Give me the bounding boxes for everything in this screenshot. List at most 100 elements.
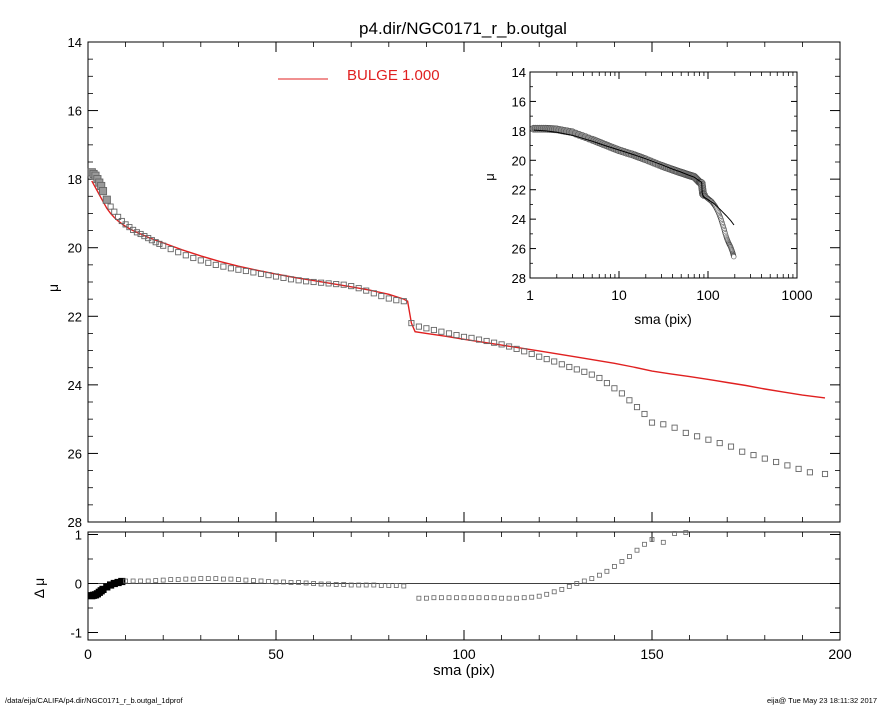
residual-point: [423, 595, 429, 601]
main-y-tick-label: 22: [68, 309, 82, 324]
observed-point: [445, 330, 453, 337]
x-axis-label: sma (pix): [433, 662, 495, 679]
main-y-tick-label: 20: [68, 241, 82, 256]
footer-timestamp: eija@ Tue May 23 18:11:32 2017: [766, 696, 877, 705]
residual-point: [581, 578, 587, 584]
observed-point: [197, 257, 204, 264]
observed-point: [430, 326, 437, 334]
observed-point: [795, 465, 802, 472]
observed-point: [573, 366, 580, 373]
inset-y-axis-label: μ: [482, 173, 497, 181]
residual-point: [514, 595, 519, 601]
residual-plot-frame: [87, 531, 841, 641]
residual-point: [506, 595, 512, 601]
residual-point: [454, 595, 459, 601]
inset-y-tick-label: 20: [512, 153, 526, 168]
residual-point: [544, 591, 550, 597]
observed-point: [400, 298, 407, 305]
main-y-axis-label: μ: [45, 284, 61, 292]
residual-point: [266, 579, 271, 584]
residual-point: [438, 595, 444, 601]
observed-point: [528, 350, 535, 358]
observed-point: [160, 242, 167, 249]
observed-point: [423, 325, 430, 332]
residual-point: [551, 589, 557, 595]
observed-series: [87, 168, 829, 478]
observed-point: [310, 278, 317, 286]
observed-point: [111, 208, 118, 215]
observed-point: [739, 448, 746, 455]
observed-point: [333, 281, 340, 288]
residual-point: [683, 530, 689, 535]
observed-point: [671, 424, 678, 431]
observed-point: [355, 285, 362, 292]
main-y-tick-label: 28: [68, 515, 82, 530]
observed-point: [141, 233, 148, 240]
residual-point: [612, 564, 617, 569]
residual-point: [258, 578, 264, 584]
main-y-tick-label: 24: [68, 378, 82, 393]
x-tick-label: 200: [828, 646, 852, 662]
observed-point: [303, 278, 310, 285]
observed-point: [325, 280, 332, 287]
observed-point: [393, 297, 400, 304]
observed-point: [633, 404, 641, 411]
inset-model-series: [533, 129, 735, 226]
inset-x-tick-label: 1: [526, 287, 534, 303]
observed-point: [378, 293, 385, 300]
observed-point: [220, 263, 227, 270]
observed-point: [491, 339, 498, 346]
inset-x-tick-label: 1000: [781, 287, 812, 303]
observed-point: [318, 279, 325, 286]
inset-model-line: [533, 129, 735, 226]
residual-point: [649, 537, 655, 542]
residual-point: [363, 582, 369, 588]
residual-point: [574, 581, 580, 586]
observed-point: [543, 356, 550, 363]
observed-point: [821, 470, 829, 478]
observed-point: [280, 274, 287, 281]
inset-x-tick-label: 100: [696, 287, 720, 303]
residual-point: [589, 576, 595, 581]
observed-point: [551, 358, 558, 365]
residual-point: [228, 576, 234, 582]
observed-point: [227, 265, 234, 272]
residual-point: [461, 595, 467, 601]
residual-point: [235, 577, 241, 582]
main-y-tick-label: 26: [68, 446, 82, 461]
observed-point: [212, 261, 219, 268]
residual-point: [281, 579, 286, 585]
observed-point: [340, 281, 347, 288]
residual-point: [356, 582, 362, 588]
observed-point: [806, 469, 813, 476]
residual-point: [333, 582, 339, 587]
observed-point: [784, 462, 791, 469]
residual-point: [660, 539, 666, 545]
residual-series: [88, 530, 689, 601]
observed-point: [250, 269, 257, 276]
residual-y-tick-label: -1: [70, 626, 82, 641]
residual-point: [118, 577, 126, 586]
residual-y-tick-label: 0: [75, 577, 82, 592]
legend: BULGE 1.000: [278, 67, 440, 84]
inset-y-tick-label: 16: [512, 94, 526, 109]
observed-point: [257, 270, 265, 277]
residual-point: [672, 531, 677, 536]
residual-point: [529, 594, 535, 600]
residual-point: [446, 595, 452, 601]
residual-point: [318, 581, 324, 587]
observed-point: [152, 239, 159, 246]
residual-point: [484, 595, 490, 601]
residual-point: [491, 595, 497, 601]
observed-point: [483, 337, 490, 345]
residual-point: [642, 541, 647, 547]
residual-y-tick-label: 1: [75, 528, 82, 543]
residual-point: [386, 583, 392, 588]
observed-point: [618, 390, 625, 397]
residual-point: [130, 578, 136, 584]
observed-point: [453, 332, 460, 339]
residual-point: [145, 578, 151, 584]
model-line-bulge: [91, 180, 826, 399]
